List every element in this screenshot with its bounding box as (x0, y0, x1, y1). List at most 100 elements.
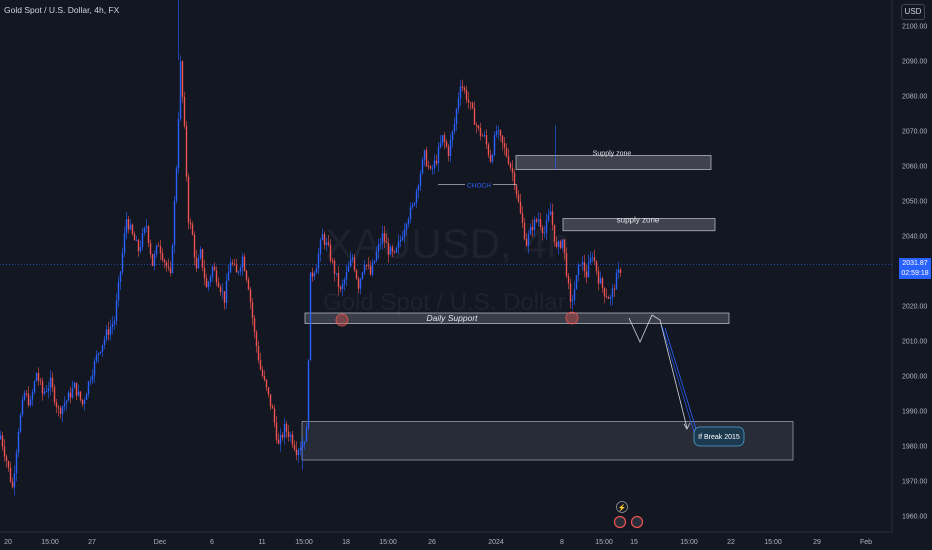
candle-body (437, 147, 440, 164)
candle-body (343, 279, 346, 284)
projection-arrowhead (683, 422, 691, 430)
candle-body (93, 361, 96, 376)
candle-body (297, 449, 300, 456)
candle-body (403, 229, 406, 238)
candle-body (597, 271, 600, 284)
candle-body (259, 360, 262, 370)
candle-body (161, 253, 164, 260)
candle-body (279, 434, 282, 444)
candle-body (263, 376, 266, 380)
candle-body (277, 439, 280, 444)
candle-body (193, 234, 196, 258)
candle-body (405, 224, 408, 230)
y-tick-label: 2010.00 (902, 339, 927, 346)
candle-body (139, 246, 142, 252)
candle-body (575, 275, 578, 290)
y-tick-label: 2040.00 (902, 234, 927, 241)
candle-body (231, 262, 234, 264)
candle-body (267, 387, 270, 395)
candle-body (59, 408, 62, 414)
candle-body (513, 172, 516, 186)
candle-body (23, 392, 26, 400)
candle-body (619, 269, 622, 273)
candle-body (351, 257, 354, 260)
candle-body (593, 257, 596, 262)
candle-body (293, 444, 296, 450)
candle-body (507, 156, 510, 164)
candle-body (201, 249, 204, 269)
candle-body (29, 399, 32, 406)
candle-body (119, 271, 122, 282)
x-tick-label: 11 (258, 539, 265, 546)
candle-body (397, 241, 400, 248)
candle-body (335, 272, 338, 274)
x-tick-label: 15:00 (595, 539, 613, 546)
candle-body (45, 391, 48, 392)
candle-body (189, 222, 192, 225)
candle-body (247, 279, 250, 290)
candle-body (149, 242, 152, 254)
candle-body (613, 288, 616, 290)
candle-body (337, 272, 340, 288)
candle-body (371, 262, 374, 275)
y-tick-label: 2060.00 (902, 164, 927, 171)
daily-support-zone (304, 312, 730, 324)
choch-label-bg (465, 180, 493, 190)
support-touch-marker (565, 311, 579, 325)
candle-body (349, 259, 352, 267)
candle-body (63, 403, 66, 407)
last-price-value: 2031.87 (902, 260, 928, 267)
candle-body (339, 287, 342, 290)
candle-body (509, 163, 512, 168)
candle-body (495, 131, 498, 136)
candle-body (523, 222, 526, 239)
last-price-tag: 2031.87 02:59:18 (899, 258, 931, 279)
candle-body (347, 266, 350, 272)
candle-body (171, 245, 174, 274)
candle-body (75, 382, 78, 396)
currency-button[interactable]: USD (901, 4, 925, 20)
candle-body (465, 89, 468, 100)
x-tick-label: Dec (154, 539, 167, 546)
candle-body (561, 239, 564, 248)
candle-body (591, 257, 594, 259)
candle-body (541, 227, 544, 234)
candle-body (427, 166, 430, 167)
x-tick-label: 6 (210, 539, 214, 546)
candle-body (359, 278, 362, 289)
candle-body (157, 245, 160, 247)
x-tick-label: 15:00 (295, 539, 313, 546)
candle-body (461, 86, 464, 88)
candle-body (99, 351, 102, 354)
candle-body (367, 265, 370, 267)
x-tick-label: Feb (860, 539, 872, 546)
candle-body (253, 318, 256, 333)
candle-body (395, 247, 398, 253)
candle-body (47, 388, 50, 392)
candle-body (511, 167, 514, 173)
y-tick-label: 2000.00 (902, 374, 927, 381)
candle-body (27, 393, 30, 406)
candle-body (551, 211, 554, 225)
candle-body (441, 135, 444, 144)
candle-body (305, 427, 308, 442)
candle-body (25, 392, 28, 394)
candle-body (283, 423, 286, 438)
supply-zone-lower (562, 218, 716, 232)
candle-body (431, 168, 434, 170)
candle-body (107, 329, 110, 335)
candle-body (609, 296, 612, 299)
drawings-labels-layer: Supply zone supply zone Daily Support CHOCH… (335, 151, 745, 447)
candle-body (225, 280, 228, 303)
candle-body (15, 452, 18, 474)
candle-body (453, 123, 456, 132)
candle-body (269, 394, 272, 407)
candle-body (415, 190, 418, 203)
candle-body (469, 102, 472, 103)
candle-body (199, 249, 202, 259)
candle-body (103, 339, 106, 345)
candle-body (229, 262, 232, 273)
candle-body (423, 150, 426, 160)
time-axis[interactable]: 20 15:00 27 Dec 6 11 15:00 18 15:00 26 2024 8 15:00 1… (4, 539, 872, 546)
